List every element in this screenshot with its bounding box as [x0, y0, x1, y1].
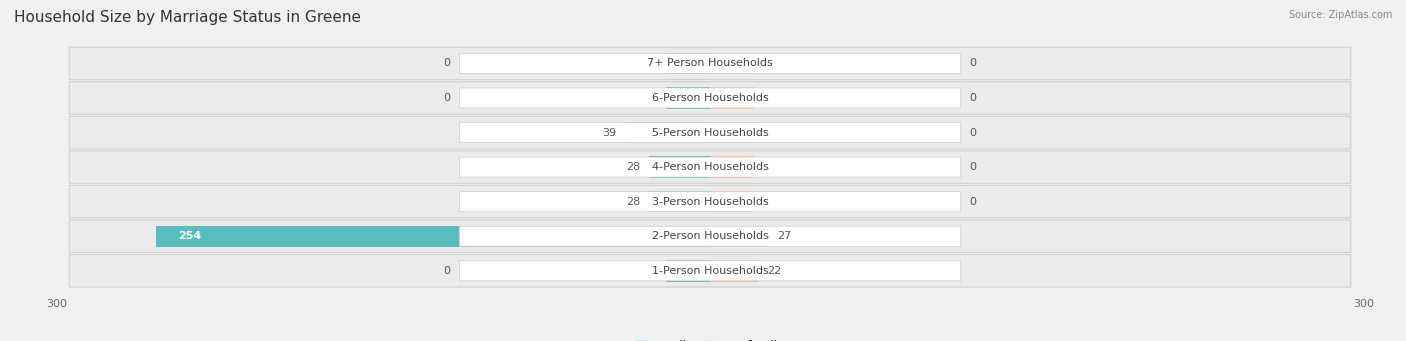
Text: 1-Person Households: 1-Person Households: [651, 266, 769, 276]
FancyBboxPatch shape: [69, 254, 1351, 287]
Bar: [710, 260, 758, 282]
Text: 0: 0: [969, 58, 976, 69]
FancyBboxPatch shape: [460, 53, 960, 73]
Text: 28: 28: [626, 162, 640, 172]
Bar: [626, 122, 710, 143]
Text: 7+ Person Households: 7+ Person Households: [647, 58, 773, 69]
Text: 4-Person Households: 4-Person Households: [651, 162, 769, 172]
Text: 254: 254: [179, 231, 201, 241]
Text: 0: 0: [969, 162, 976, 172]
Bar: [710, 157, 754, 178]
FancyBboxPatch shape: [69, 151, 1351, 183]
Bar: [710, 191, 754, 212]
Text: 5-Person Households: 5-Person Households: [651, 128, 769, 137]
Text: 2-Person Households: 2-Person Households: [651, 231, 769, 241]
Text: 28: 28: [626, 197, 640, 207]
Bar: [710, 87, 754, 109]
FancyBboxPatch shape: [69, 47, 1351, 80]
FancyBboxPatch shape: [460, 122, 960, 143]
FancyBboxPatch shape: [69, 186, 1351, 218]
FancyBboxPatch shape: [460, 226, 960, 246]
Bar: [156, 225, 710, 247]
FancyBboxPatch shape: [460, 261, 960, 281]
Text: 0: 0: [444, 93, 451, 103]
Text: 6-Person Households: 6-Person Households: [651, 93, 769, 103]
Text: 27: 27: [778, 231, 792, 241]
Text: 0: 0: [969, 197, 976, 207]
FancyBboxPatch shape: [460, 192, 960, 212]
Bar: [666, 260, 710, 282]
Text: 0: 0: [444, 266, 451, 276]
FancyBboxPatch shape: [69, 82, 1351, 114]
Bar: [666, 87, 710, 109]
Bar: [710, 122, 754, 143]
Text: 39: 39: [602, 128, 616, 137]
Text: 0: 0: [444, 58, 451, 69]
Legend: Family, Nonfamily: Family, Nonfamily: [630, 336, 790, 341]
Text: 0: 0: [969, 93, 976, 103]
Bar: [710, 53, 754, 74]
Text: 22: 22: [766, 266, 780, 276]
Text: 0: 0: [969, 128, 976, 137]
Text: 3-Person Households: 3-Person Households: [651, 197, 769, 207]
Bar: [666, 53, 710, 74]
FancyBboxPatch shape: [69, 116, 1351, 149]
Text: Household Size by Marriage Status in Greene: Household Size by Marriage Status in Gre…: [14, 10, 361, 25]
Bar: [710, 225, 769, 247]
Bar: [650, 157, 710, 178]
FancyBboxPatch shape: [460, 88, 960, 108]
Text: Source: ZipAtlas.com: Source: ZipAtlas.com: [1288, 10, 1392, 20]
FancyBboxPatch shape: [460, 157, 960, 177]
FancyBboxPatch shape: [69, 220, 1351, 252]
Bar: [650, 191, 710, 212]
